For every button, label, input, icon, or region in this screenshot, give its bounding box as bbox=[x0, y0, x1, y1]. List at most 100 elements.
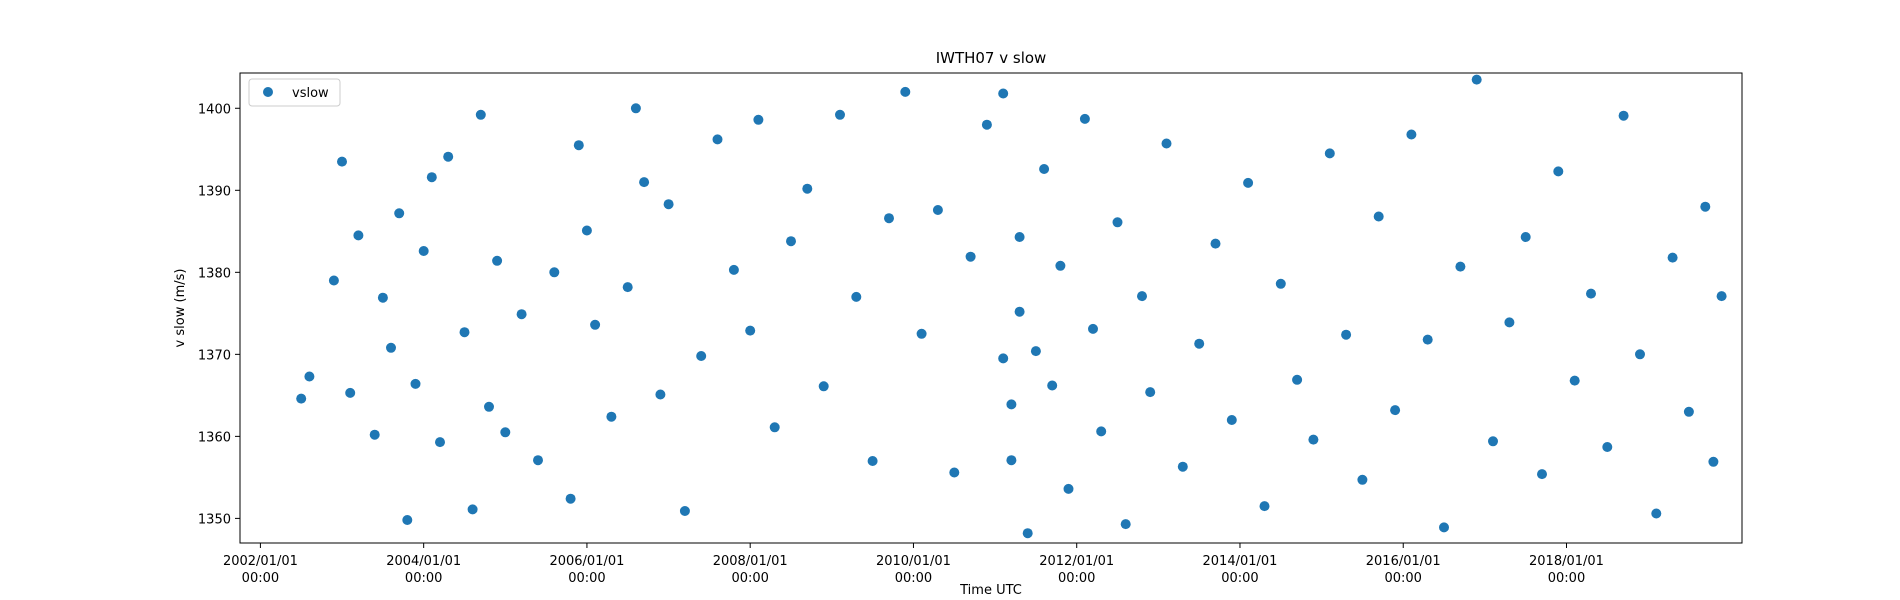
data-point bbox=[802, 183, 813, 194]
data-point bbox=[1055, 260, 1066, 271]
data-point bbox=[1226, 415, 1237, 425]
x-tick-label-time: 00:00 bbox=[568, 571, 605, 586]
data-point bbox=[1635, 349, 1645, 360]
y-tick-label: 1360 bbox=[198, 430, 231, 445]
data-point bbox=[1406, 129, 1417, 140]
data-point bbox=[1259, 501, 1270, 512]
x-tick-label-date: 2014/01/01 bbox=[1203, 554, 1278, 569]
y-tick-label: 1390 bbox=[198, 184, 231, 199]
plot-frame bbox=[239, 72, 1743, 544]
data-point bbox=[500, 427, 511, 438]
data-point bbox=[1504, 317, 1515, 328]
data-point bbox=[1651, 508, 1662, 519]
data-point bbox=[1120, 519, 1131, 530]
data-point bbox=[1455, 261, 1466, 272]
x-tick-label-time: 00:00 bbox=[1058, 571, 1095, 586]
data-point bbox=[590, 319, 601, 330]
data-point bbox=[728, 264, 739, 275]
data-point bbox=[1716, 291, 1727, 302]
data-point bbox=[1292, 374, 1303, 385]
x-tick-label-date: 2002/01/01 bbox=[223, 554, 298, 569]
data-point bbox=[345, 387, 356, 398]
data-point bbox=[867, 456, 878, 466]
data-point bbox=[1324, 148, 1335, 159]
data-point bbox=[484, 401, 494, 412]
data-point bbox=[769, 422, 780, 433]
x-tick-label-date: 2018/01/01 bbox=[1529, 554, 1604, 569]
data-point bbox=[932, 205, 943, 215]
data-point bbox=[679, 506, 690, 516]
x-tick-label-date: 2008/01/01 bbox=[713, 554, 788, 569]
data-point bbox=[1210, 238, 1221, 249]
data-point bbox=[581, 225, 592, 236]
data-point bbox=[1422, 334, 1433, 345]
data-point bbox=[1586, 288, 1596, 299]
data-point bbox=[1145, 387, 1156, 398]
data-point bbox=[394, 208, 405, 219]
data-point bbox=[304, 371, 315, 382]
legend-entry-vslow: vslow bbox=[292, 86, 329, 101]
data-point bbox=[1006, 399, 1017, 410]
data-point bbox=[630, 103, 641, 114]
data-point bbox=[337, 156, 347, 167]
data-point bbox=[565, 493, 576, 504]
data-point bbox=[353, 230, 364, 241]
data-point bbox=[1030, 346, 1041, 357]
data-point bbox=[1683, 406, 1694, 417]
data-point bbox=[998, 88, 1009, 99]
data-point bbox=[1602, 442, 1613, 452]
x-tick-label-time: 00:00 bbox=[731, 571, 768, 586]
data-point bbox=[410, 378, 421, 389]
data-point bbox=[549, 267, 560, 278]
data-point bbox=[981, 119, 992, 130]
data-point bbox=[1137, 291, 1147, 302]
x-tick-label-date: 2010/01/01 bbox=[876, 554, 951, 569]
x-tick-label-time: 00:00 bbox=[1221, 571, 1258, 586]
x-tick-label-time: 00:00 bbox=[895, 571, 932, 586]
data-point bbox=[435, 437, 445, 448]
data-point bbox=[369, 429, 380, 440]
data-point bbox=[1357, 474, 1368, 485]
data-point bbox=[1014, 306, 1025, 317]
data-point bbox=[1308, 434, 1319, 445]
data-point bbox=[1390, 405, 1401, 416]
data-point bbox=[475, 109, 486, 120]
data-point bbox=[1553, 166, 1564, 177]
data-point bbox=[1006, 455, 1017, 466]
data-point bbox=[1275, 278, 1286, 289]
data-point bbox=[1177, 461, 1188, 472]
data-point bbox=[1096, 426, 1107, 437]
data-point bbox=[696, 351, 707, 361]
data-point bbox=[663, 199, 674, 210]
data-point bbox=[786, 236, 796, 247]
data-point bbox=[916, 328, 927, 339]
data-point bbox=[1243, 177, 1254, 188]
data-point bbox=[1341, 329, 1352, 340]
data-point bbox=[492, 255, 503, 266]
y-tick-label: 1370 bbox=[198, 348, 231, 363]
data-points bbox=[296, 74, 1727, 539]
data-point bbox=[949, 467, 960, 478]
x-tick-label-date: 2004/01/01 bbox=[386, 554, 461, 569]
x-tick-label-time: 00:00 bbox=[242, 571, 279, 586]
data-point bbox=[1373, 211, 1384, 222]
data-point bbox=[1112, 217, 1123, 228]
data-point bbox=[573, 140, 584, 151]
data-point bbox=[835, 109, 845, 120]
data-point bbox=[606, 411, 617, 422]
data-point bbox=[998, 353, 1009, 364]
x-axis-label: Time UTC bbox=[959, 583, 1022, 598]
data-point bbox=[1439, 522, 1449, 533]
data-point bbox=[328, 275, 339, 286]
y-tick-label: 1350 bbox=[198, 512, 231, 527]
data-point bbox=[1022, 528, 1033, 539]
data-point bbox=[965, 251, 976, 262]
data-point bbox=[639, 177, 650, 188]
x-tick-label-date: 2016/01/01 bbox=[1366, 554, 1441, 569]
data-point bbox=[459, 327, 470, 338]
data-point bbox=[1079, 113, 1090, 124]
data-point bbox=[1488, 436, 1498, 447]
legend: vslow bbox=[248, 78, 341, 107]
data-point bbox=[851, 291, 862, 302]
